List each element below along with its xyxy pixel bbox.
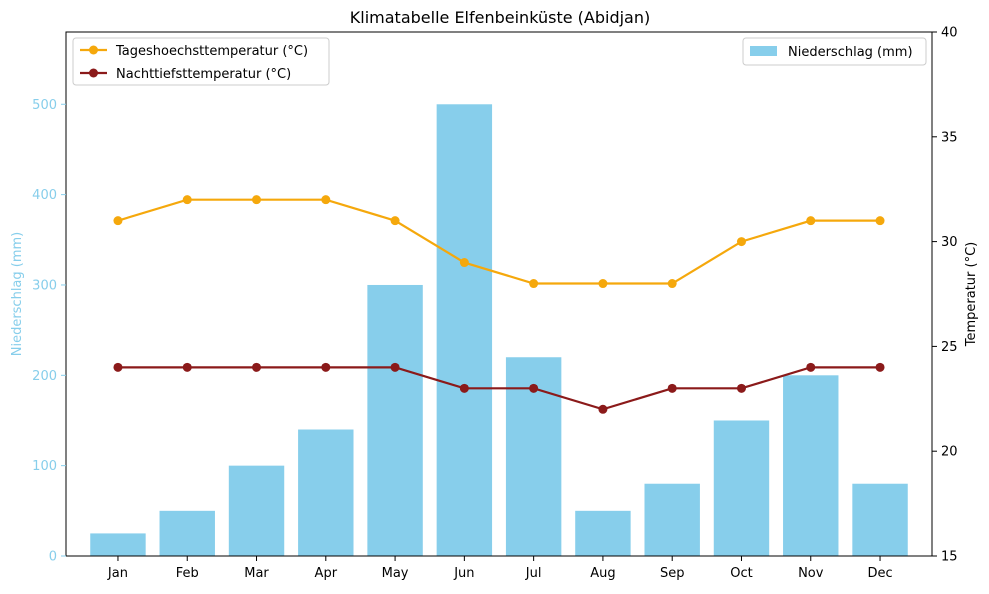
x-tick-label-aug: Aug xyxy=(590,566,615,581)
right-tick-label-40: 40 xyxy=(941,26,958,41)
precip-bar-sep xyxy=(644,483,700,556)
legend-bar-label: Niederschlag (mm) xyxy=(788,45,913,60)
temp-point-1-mar xyxy=(252,362,262,372)
x-tick-label-sep: Sep xyxy=(660,566,685,581)
temp-point-0-oct xyxy=(736,237,746,247)
left-tick-label-200: 200 xyxy=(32,369,57,384)
right-axis-label: Temperatur (°C) xyxy=(964,242,979,348)
precip-bar-aug xyxy=(575,510,631,556)
temp-point-1-may xyxy=(390,362,400,372)
precip-bar-apr xyxy=(298,429,354,556)
temp-line-0 xyxy=(117,198,881,285)
precip-bar-feb xyxy=(159,510,215,556)
right-tick-label-20: 20 xyxy=(941,445,958,460)
legend-label-0: Tageshoechsttemperatur (°C) xyxy=(115,44,308,59)
x-axis: Jan Feb Mar Apr May Jun Jul Aug Sep Oct Nov Dec xyxy=(107,556,893,581)
precip-bar-oct xyxy=(713,420,770,556)
lines-layer xyxy=(113,195,885,414)
temp-point-0-feb xyxy=(182,195,192,205)
legend-label-1: Nachttiefsttemperatur (°C) xyxy=(116,67,291,82)
temp-point-0-aug xyxy=(598,279,608,289)
precip-bar-may xyxy=(367,284,423,556)
temp-point-1-jul xyxy=(529,383,539,393)
legend-marker-1 xyxy=(89,68,98,78)
temp-point-1-aug xyxy=(598,404,608,414)
temp-point-1-jun xyxy=(459,383,469,393)
left-axis-label: Niederschlag (mm) xyxy=(10,232,25,357)
left-tick-label-400: 400 xyxy=(32,188,57,203)
temp-point-0-nov xyxy=(806,216,816,226)
temp-point-1-dec xyxy=(875,362,885,372)
temp-point-1-oct xyxy=(736,383,746,393)
legend-lines-box xyxy=(72,37,330,86)
temp-point-1-feb xyxy=(182,362,192,372)
plot-frame xyxy=(65,31,933,557)
temp-point-1-apr xyxy=(321,362,331,372)
right-tick-label-15: 15 xyxy=(941,550,958,565)
x-tick-label-may: May xyxy=(382,566,409,581)
x-tick-label-jun: Jun xyxy=(453,566,474,581)
left-tick-label-500: 500 xyxy=(32,98,57,113)
precip-bar-nov xyxy=(783,375,839,556)
temp-point-1-jan xyxy=(113,362,123,372)
right-tick-label-35: 35 xyxy=(941,130,958,145)
x-tick-label-mar: Mar xyxy=(244,566,269,581)
left-tick-label-100: 100 xyxy=(32,459,57,474)
precip-bar-jan xyxy=(90,533,146,556)
x-tick-label-dec: Dec xyxy=(867,566,892,581)
chart-title: Klimatabelle Elfenbeinküste (Abidjan) xyxy=(350,8,650,27)
temp-line-1 xyxy=(117,366,881,411)
precip-bar-dec xyxy=(852,483,908,556)
x-tick-label-oct: Oct xyxy=(730,566,752,581)
right-tick-label-30: 30 xyxy=(941,235,958,250)
temp-point-1-sep xyxy=(667,383,677,393)
temp-point-0-jun xyxy=(459,258,469,268)
temp-point-0-dec xyxy=(875,216,885,226)
legend-bars-box xyxy=(742,37,927,66)
right-axis: 15 20 25 30 35 40 xyxy=(932,26,958,565)
precip-bar-mar xyxy=(228,465,285,556)
legend-lines: Tageshoechsttemperatur (°C) Nachttiefstte… xyxy=(72,37,330,86)
right-tick-label-25: 25 xyxy=(941,340,958,355)
legend-marker-0 xyxy=(89,45,98,55)
temp-point-0-sep xyxy=(667,279,677,289)
left-axis: 0 100 200 300 400 500 xyxy=(32,98,66,565)
temp-point-0-jan xyxy=(113,216,123,226)
left-tick-label-0: 0 xyxy=(49,550,57,565)
precip-bar-jun xyxy=(436,104,493,556)
bars-layer xyxy=(90,104,908,556)
legend-bar-swatch xyxy=(750,46,777,56)
temp-point-0-apr xyxy=(321,195,331,205)
left-tick-label-300: 300 xyxy=(32,278,57,293)
temp-point-1-nov xyxy=(806,362,816,372)
temp-point-0-jul xyxy=(529,279,539,289)
x-tick-label-apr: Apr xyxy=(315,566,338,581)
legend-bars: Niederschlag (mm) xyxy=(742,37,927,66)
temp-point-0-mar xyxy=(252,195,262,205)
temp-point-0-may xyxy=(390,216,400,226)
x-tick-label-jul: Jul xyxy=(525,566,542,581)
x-tick-label-jan: Jan xyxy=(107,566,128,581)
x-tick-label-nov: Nov xyxy=(798,566,824,581)
x-tick-label-feb: Feb xyxy=(176,566,199,581)
